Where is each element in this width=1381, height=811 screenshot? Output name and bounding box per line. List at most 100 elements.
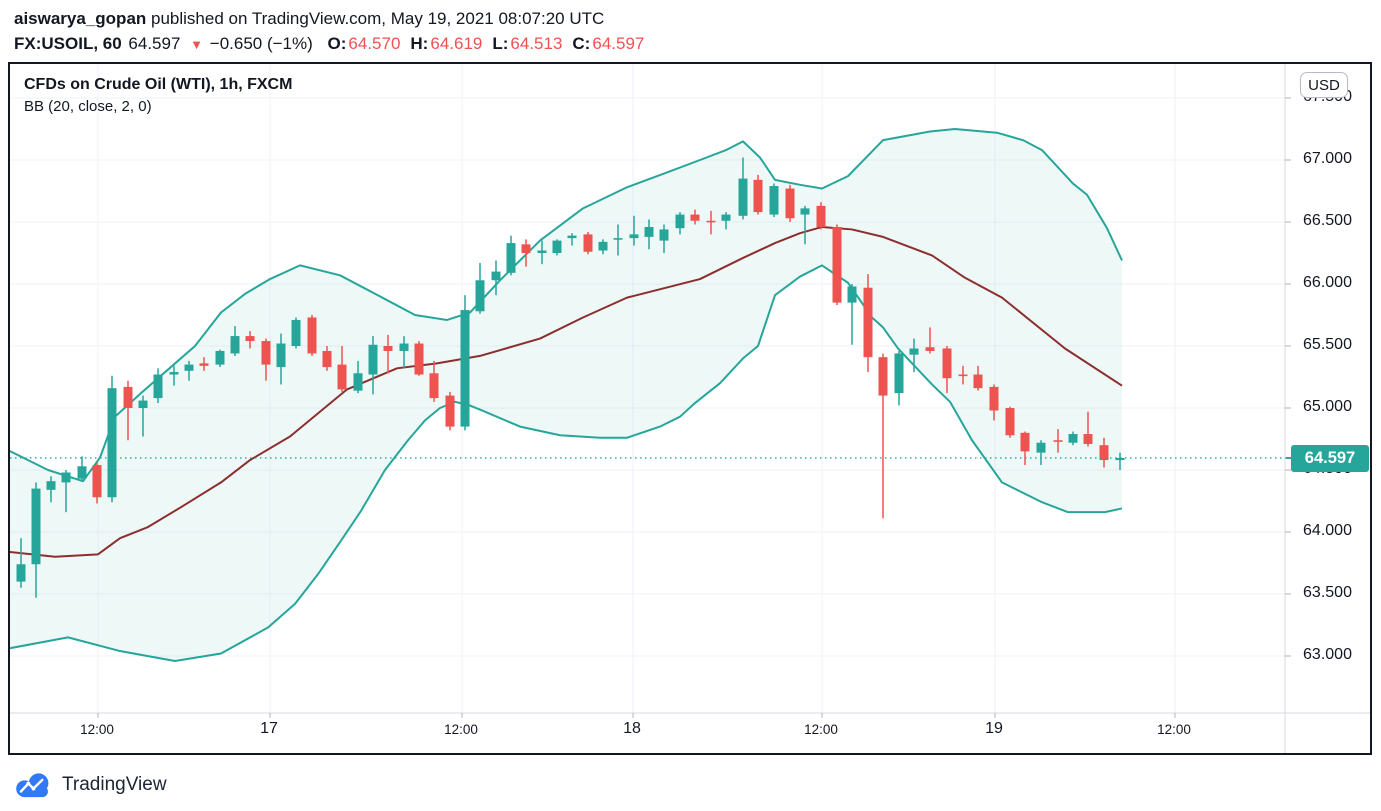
candle-body-down <box>863 287 873 358</box>
candle-body-up <box>291 319 301 346</box>
candle-body-down <box>958 374 968 377</box>
candle-body-up <box>894 353 904 394</box>
time-axis[interactable]: 12:00 17 12:00 18 12:00 19 12:00 <box>10 713 1285 753</box>
candle-body-up <box>107 388 117 498</box>
candle-body-up <box>215 350 225 365</box>
candle-body-down <box>753 179 763 213</box>
candle-body-up <box>184 364 194 371</box>
publish-line: aiswarya_gopan published on TradingView.… <box>14 6 648 31</box>
candle-body-up <box>475 280 485 312</box>
time-axis-label: 12:00 <box>804 722 838 737</box>
candle-body-up <box>567 235 577 239</box>
ohlc-value: 64.513 <box>510 34 563 53</box>
ohlc-value: 64.570 <box>348 34 401 53</box>
candle-body-down <box>1053 440 1063 442</box>
candle-body-up <box>537 250 547 253</box>
date-axis-label: 17 <box>260 720 278 737</box>
chart-legend: CFDs on Crude Oil (WTI), 1h, FXCM BB (20… <box>24 74 292 118</box>
ohlc-label: O: <box>327 34 347 53</box>
tradingview-cloud-icon <box>16 773 49 798</box>
candle-body-up <box>909 348 919 355</box>
candle-body-down <box>583 234 593 252</box>
candle-body-down <box>816 205 826 227</box>
date-axis-label: 18 <box>623 720 641 737</box>
candle-body-down <box>445 395 455 427</box>
candle-body-up <box>659 229 669 241</box>
price-change: −0.650 (−1%) <box>209 34 313 53</box>
candle-body-down <box>706 220 716 223</box>
candle-body-up <box>613 238 623 240</box>
symbol-line: FX:USOIL, 60 64.597 ▼ −0.650 (−1%) O: 64.… <box>14 31 648 57</box>
candle-body-down <box>123 386 133 408</box>
candle-body-down <box>245 336 255 342</box>
candle-body-up <box>738 178 748 216</box>
candle-body-down <box>942 348 952 379</box>
ohlc-label: H: <box>410 34 429 53</box>
candle-body-up <box>368 344 378 375</box>
bollinger-basis-line <box>10 225 1123 558</box>
candle-body-up <box>675 214 685 229</box>
candle-body-up <box>769 186 779 215</box>
ohlc-value: 64.619 <box>430 34 483 53</box>
candle-body-up <box>644 226 654 237</box>
candle-body-down <box>261 341 271 365</box>
down-triangle-icon: ▼ <box>190 37 204 52</box>
candle-body-down <box>973 374 983 389</box>
candle-body-down <box>307 317 317 354</box>
indicator-label: BB (20, close, 2, 0) <box>24 98 152 115</box>
time-axis-label: 12:00 <box>444 722 478 737</box>
candle-body-up <box>169 372 179 375</box>
price-axis-label: 64.000 <box>1303 522 1352 539</box>
last-price-tag: 64.597 <box>1291 445 1369 472</box>
candle-body-up <box>1036 442 1046 453</box>
price-axis[interactable]: 67.50067.00066.50066.00065.50065.00064.5… <box>1285 64 1370 713</box>
price-axis-label: 63.000 <box>1303 646 1352 663</box>
candle-body-down <box>878 357 888 396</box>
candle-body-up <box>629 234 639 239</box>
candle-body-up <box>353 373 363 391</box>
candle-body-up <box>598 241 608 251</box>
candle-body-up <box>460 310 470 427</box>
price-axis-label: 66.500 <box>1303 212 1352 229</box>
chart-plot[interactable] <box>10 64 1370 753</box>
ohlc-value: 64.597 <box>592 34 645 53</box>
candle-body-up <box>847 286 857 303</box>
candle-body-up <box>77 466 87 479</box>
price-axis-label: 65.500 <box>1303 336 1352 353</box>
tradingview-logo[interactable]: TradingView <box>12 768 167 802</box>
candle-body-down <box>989 386 999 411</box>
author-name: aiswarya_gopan <box>14 9 147 28</box>
brand-name: TradingView <box>62 774 167 795</box>
candle-body-down <box>832 226 842 303</box>
ohlc-values: O: 64.570 H: 64.619 L: 64.513 C: 64.597 <box>320 34 647 53</box>
candle-body-down <box>429 373 439 399</box>
candle-body-down <box>1005 408 1015 436</box>
candle-body-up <box>61 472 71 483</box>
time-axis-label: 12:00 <box>1157 722 1191 737</box>
price-axis-label: 63.500 <box>1303 584 1352 601</box>
candle-body-down <box>322 350 332 368</box>
candle-body-up <box>1115 457 1125 461</box>
candle-body-down <box>690 214 700 221</box>
candle-body-up <box>16 564 26 582</box>
candle-body-up <box>1068 434 1078 443</box>
candle-body-down <box>1020 432 1030 452</box>
candle-body-up <box>800 208 810 215</box>
currency-button[interactable]: USD <box>1300 72 1348 98</box>
bollinger-fill <box>10 129 1122 661</box>
candle-body-up <box>138 400 148 408</box>
date-axis-label: 19 <box>985 720 1003 737</box>
candle-body-down <box>383 346 393 351</box>
candle-body-down <box>199 363 209 366</box>
last-price-value: 64.597 <box>128 34 181 53</box>
candle-body-down <box>521 244 531 253</box>
price-axis-label: 67.000 <box>1303 150 1352 167</box>
price-axis-label: 66.000 <box>1303 274 1352 291</box>
candle-body-down <box>92 465 102 498</box>
header: aiswarya_gopan published on TradingView.… <box>14 6 648 57</box>
candle-body-up <box>399 343 409 351</box>
candle-body-up <box>230 336 240 354</box>
publish-info: published on TradingView.com, May 19, 20… <box>146 9 605 28</box>
bollinger-upper-line <box>10 128 1123 483</box>
candle-body-up <box>153 374 163 399</box>
